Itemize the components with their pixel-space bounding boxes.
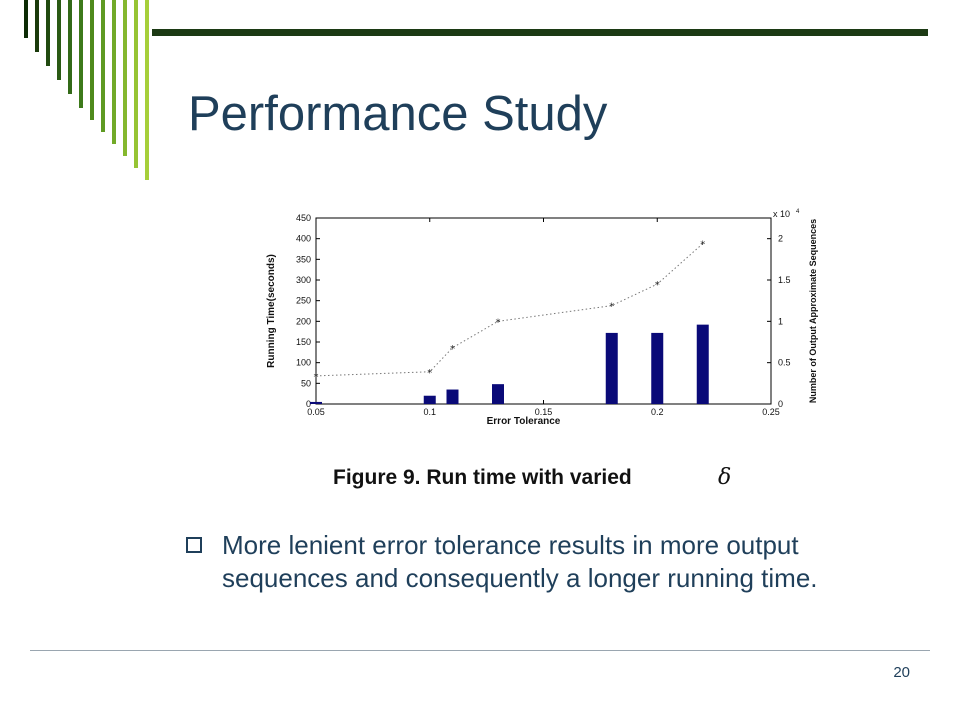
y2-multiplier: x 10	[773, 209, 790, 219]
bar	[446, 389, 459, 404]
chart-figure: 0.05 0.1 0.15 0.2 0.25 0 50 100 150 200 250 300 350 4…	[258, 205, 824, 497]
stripe	[123, 0, 127, 156]
stripe	[35, 0, 39, 52]
y-tick-label: 100	[296, 358, 311, 368]
footer-divider	[30, 650, 930, 651]
line-point-marker: *	[427, 368, 432, 379]
stripe	[145, 0, 149, 180]
square-bullet-icon	[186, 537, 202, 553]
line-point-marker: *	[314, 372, 319, 383]
y-axis-label: Running Time(seconds)	[266, 254, 277, 368]
y2-tick-label: 2	[778, 234, 783, 244]
stripe	[134, 0, 138, 168]
y2-multiplier-exponent: 4	[796, 209, 800, 215]
y-tick-label: 0	[306, 399, 311, 409]
y-tick-label: 400	[296, 234, 311, 244]
stripe	[90, 0, 94, 120]
bar	[605, 332, 618, 404]
bar	[651, 332, 664, 404]
stripe	[57, 0, 61, 80]
y-tick-label: 300	[296, 275, 311, 285]
bullet-text: More lenient error tolerance results in …	[222, 530, 818, 593]
stripe	[101, 0, 105, 132]
y-tick-label: 200	[296, 316, 311, 326]
line-point-marker: *	[700, 240, 705, 251]
y-tick-label: 350	[296, 254, 311, 264]
bar	[492, 384, 504, 404]
stripe	[68, 0, 72, 94]
page-number: 20	[893, 664, 910, 681]
line-point-marker: *	[450, 344, 455, 355]
x-axis-label: Error Tolerance	[487, 416, 561, 427]
line-point-marker: *	[655, 280, 660, 291]
x-tick-label: 0.25	[762, 407, 780, 417]
figure-caption-symbol: δ	[718, 465, 731, 490]
page-title: Performance Study	[188, 87, 608, 141]
line-point-marker: *	[496, 317, 501, 328]
run-time-chart: 0.05 0.1 0.15 0.2 0.250501001502002503003504…	[266, 209, 818, 490]
stripe	[24, 0, 28, 38]
bar	[310, 401, 322, 404]
decorative-stripes	[0, 0, 170, 200]
y-tick-label: 250	[296, 296, 311, 306]
line-point-marker: *	[609, 302, 614, 313]
x-tick-label: 0.2	[651, 407, 664, 417]
bar	[696, 324, 709, 404]
top-accent-bar	[152, 29, 928, 36]
y-tick-label: 450	[296, 213, 311, 223]
y2-tick-label: 0.5	[778, 358, 791, 368]
stripe	[79, 0, 83, 108]
y2-axis-label: Number of Output Approximate Sequences	[808, 219, 818, 403]
stripe	[112, 0, 116, 144]
y-tick-label: 150	[296, 337, 311, 347]
figure-caption: Figure 9. Run time with varied	[333, 466, 632, 489]
y2-tick-label: 1	[778, 316, 783, 326]
y2-tick-label: 0	[778, 399, 783, 409]
stripe	[46, 0, 50, 66]
x-tick-label: 0.05	[307, 407, 325, 417]
x-tick-label: 0.15	[535, 407, 553, 417]
y2-tick-label: 1.5	[778, 275, 791, 285]
y-tick-label: 50	[301, 378, 311, 388]
x-tick-label: 0.1	[423, 407, 436, 417]
line-series	[315, 243, 704, 377]
bar	[423, 395, 436, 404]
